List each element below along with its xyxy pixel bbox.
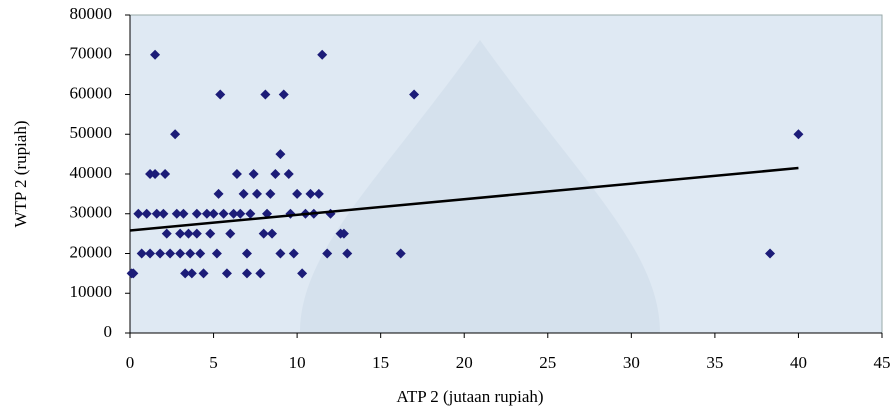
- x-tick-label: 20: [456, 353, 473, 372]
- x-tick-label: 30: [623, 353, 640, 372]
- point: [241, 268, 252, 279]
- point: [265, 188, 276, 199]
- point: [793, 129, 804, 140]
- point: [283, 169, 294, 179]
- point: [292, 188, 303, 199]
- y-tick-label: 10000: [70, 282, 113, 301]
- point: [313, 188, 324, 199]
- point: [275, 149, 286, 160]
- point: [228, 208, 239, 219]
- x-tick-label: 15: [372, 353, 389, 372]
- point: [255, 268, 266, 279]
- y-tick-label: 50000: [70, 123, 113, 142]
- point: [215, 89, 226, 100]
- point: [297, 268, 308, 279]
- point: [248, 169, 259, 179]
- point: [260, 89, 271, 100]
- point: [170, 129, 181, 140]
- point: [195, 248, 206, 259]
- point: [221, 268, 232, 279]
- point: [150, 169, 161, 179]
- point: [338, 228, 349, 239]
- x-tick-label: 35: [706, 353, 723, 372]
- y-tick-label: 20000: [70, 242, 113, 261]
- point: [278, 89, 289, 100]
- point: [183, 228, 194, 239]
- point: [141, 208, 152, 219]
- point: [409, 89, 420, 100]
- x-tick-label: 40: [790, 353, 807, 372]
- point: [342, 248, 353, 259]
- y-tick-label: 70000: [70, 44, 113, 63]
- point: [191, 208, 202, 219]
- point: [155, 248, 166, 259]
- point: [213, 188, 224, 199]
- point: [185, 248, 196, 259]
- point: [241, 248, 252, 259]
- point: [161, 228, 172, 239]
- point: [133, 208, 144, 219]
- y-tick-label: 80000: [70, 4, 113, 23]
- x-tick-label: 10: [289, 353, 306, 372]
- point: [231, 169, 242, 179]
- x-tick-label: 25: [539, 353, 556, 372]
- point: [245, 208, 256, 219]
- point: [205, 228, 216, 239]
- x-tick-label: 0: [126, 353, 135, 372]
- point: [252, 188, 263, 199]
- x-tick-label: 5: [209, 353, 218, 372]
- point: [150, 49, 161, 60]
- point: [160, 169, 171, 179]
- point: [165, 248, 176, 259]
- point: [201, 208, 212, 219]
- y-tick-label: 40000: [70, 163, 113, 182]
- point: [186, 268, 197, 279]
- point: [275, 248, 286, 259]
- point: [317, 49, 328, 60]
- point: [178, 208, 189, 219]
- point: [322, 248, 333, 259]
- point: [218, 208, 229, 219]
- y-tick-label: 60000: [70, 83, 113, 102]
- point: [145, 248, 156, 259]
- point: [235, 208, 246, 219]
- point: [211, 248, 222, 259]
- point: [225, 228, 236, 239]
- point: [151, 208, 162, 219]
- point: [158, 208, 169, 219]
- point: [208, 208, 219, 219]
- point: [191, 228, 202, 239]
- x-tick-label: 45: [874, 353, 891, 372]
- point: [270, 169, 281, 179]
- point: [238, 188, 249, 199]
- y-axis-label: WTP 2 (rupiah): [11, 120, 30, 227]
- x-axis-label: ATP 2 (jutaan rupiah): [396, 387, 543, 406]
- y-tick-label: 0: [104, 322, 113, 341]
- watermark: [300, 40, 660, 333]
- point: [171, 208, 182, 219]
- point: [288, 248, 299, 259]
- point: [267, 228, 278, 239]
- point: [305, 188, 316, 199]
- point: [395, 248, 406, 259]
- y-tick-label: 30000: [70, 203, 113, 222]
- point: [145, 169, 156, 179]
- point: [175, 248, 186, 259]
- point: [258, 228, 269, 239]
- point: [198, 268, 209, 279]
- point: [765, 248, 776, 259]
- point: [175, 228, 186, 239]
- point: [136, 248, 147, 259]
- trend-line: [129, 166, 799, 232]
- point: [128, 268, 139, 279]
- point: [180, 268, 191, 279]
